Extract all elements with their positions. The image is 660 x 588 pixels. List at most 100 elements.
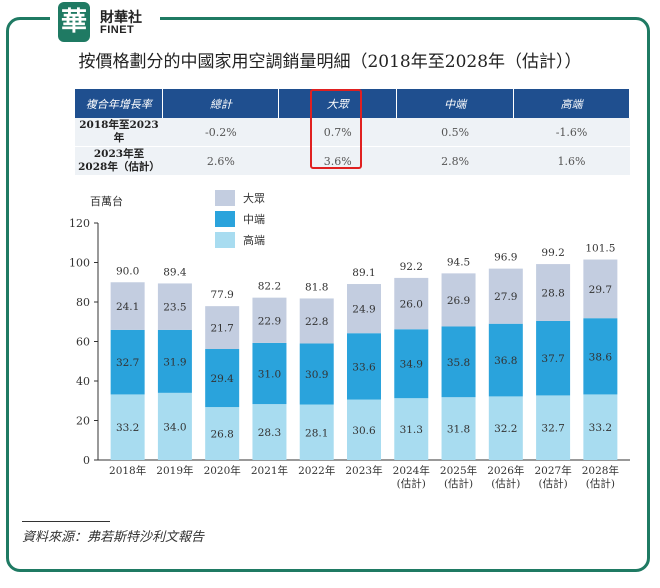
y-axis-label: 百萬台 [90, 194, 123, 208]
bar-segment-大眾 [157, 283, 192, 330]
data-label: 22.9 [258, 315, 281, 327]
x-tick-label: (估計) [444, 477, 473, 490]
y-tick-label: 120 [69, 217, 90, 230]
data-label: 37.7 [541, 353, 564, 365]
table-header: 複合年增長率 [75, 89, 164, 118]
frame [6, 17, 650, 572]
table-row: 2018年至2023年 -0.2% 0.7% 0.5% -1.6% [75, 118, 630, 147]
bar-segment-中端 [583, 318, 618, 395]
table-header: 總計 [162, 89, 280, 118]
data-label: 22.8 [305, 316, 328, 328]
table-cell: 1.6% [513, 146, 630, 176]
source-divider [22, 521, 110, 522]
total-label: 81.8 [305, 281, 328, 293]
data-label: 35.8 [447, 357, 470, 369]
total-label: 101.5 [585, 243, 615, 255]
x-tick-label: 2023年 [345, 464, 382, 477]
table-row: 2023年至 2028年（估計） 2.6% 3.6% 2.8% 1.6% [75, 146, 630, 176]
y-tick-label: 40 [76, 375, 90, 388]
table-cell: 0.7% [278, 118, 397, 147]
bar-segment-中端 [488, 323, 523, 397]
total-label: 90.0 [116, 265, 139, 277]
x-tick-label: (估計) [538, 477, 567, 490]
x-tick-label: (估計) [586, 477, 615, 490]
x-tick-label: (估計) [491, 477, 520, 490]
data-label: 26.9 [447, 295, 470, 307]
data-label: 28.1 [305, 427, 328, 439]
total-label: 99.2 [541, 247, 564, 259]
highlight-box [310, 89, 362, 169]
data-label: 33.6 [352, 361, 376, 373]
data-label: 21.7 [210, 323, 233, 335]
total-label: 89.1 [352, 267, 375, 279]
x-tick-label: 2020年 [204, 464, 241, 477]
table-header: 高端 [513, 89, 630, 118]
total-label: 89.4 [163, 266, 187, 278]
bar-segment-大眾 [583, 259, 618, 319]
data-label: 34.0 [163, 421, 186, 433]
bar-segment-高端 [157, 392, 192, 460]
data-label: 28.8 [541, 288, 564, 300]
cagr-table: 複合年增長率 總計 大眾 中端 高端 2018年至2023年 -0.2% 0.7… [75, 89, 630, 176]
bar-segment-高端 [110, 394, 145, 460]
x-tick-label: 2018年 [109, 464, 146, 477]
table-cell: 0.5% [396, 118, 514, 147]
x-tick-label: 2026年 [487, 464, 524, 477]
bar-segment-中端 [347, 333, 381, 400]
y-tick-label: 20 [76, 415, 90, 428]
y-tick-label: 80 [76, 296, 90, 309]
total-label: 96.9 [494, 252, 517, 264]
legend-label: 高端 [243, 233, 265, 247]
data-label: 26.0 [400, 299, 423, 311]
bar-segment-大眾 [347, 284, 381, 334]
table-header: 大眾 [278, 89, 398, 118]
legend-label: 中端 [243, 213, 265, 226]
y-tick-label: 0 [83, 454, 90, 467]
data-label: 34.9 [400, 359, 423, 371]
bar-segment-大眾 [488, 268, 523, 324]
data-label: 31.8 [447, 424, 470, 436]
bar-segment-大眾 [252, 297, 287, 343]
bar-segment-高端 [536, 395, 571, 460]
y-tick-label: 100 [69, 257, 90, 270]
finet-logo: 華 [58, 2, 90, 42]
data-label: 36.8 [494, 355, 517, 367]
data-label: 30.6 [352, 425, 376, 437]
x-tick-label: 2027年 [534, 464, 571, 477]
data-label: 24.9 [352, 304, 375, 316]
x-tick-label: 2021年 [251, 464, 288, 477]
legend-swatch [215, 211, 235, 227]
legend-swatch [215, 232, 235, 248]
bar-segment-大眾 [205, 306, 240, 350]
x-tick-label: 2025年 [440, 464, 477, 477]
data-label: 31.9 [163, 356, 186, 368]
data-label: 24.1 [116, 301, 139, 313]
total-label: 94.5 [447, 256, 470, 268]
legend-swatch [215, 190, 235, 206]
data-label: 32.2 [494, 423, 517, 435]
table-cell: -0.2% [162, 118, 279, 147]
bar-segment-高端 [394, 398, 429, 460]
data-label: 29.7 [589, 284, 612, 296]
legend-label: 大眾 [243, 191, 265, 205]
bar-segment-中端 [536, 320, 571, 396]
data-label: 31.0 [258, 368, 281, 380]
data-label: 26.8 [210, 429, 233, 441]
data-label: 33.2 [589, 422, 612, 434]
data-label: 29.4 [210, 373, 234, 385]
bar-segment-大眾 [299, 298, 334, 344]
data-label: 30.9 [305, 369, 328, 381]
bar-segment-高端 [347, 399, 381, 460]
bar-segment-中端 [205, 349, 240, 408]
bar-segment-高端 [441, 397, 476, 460]
row-label: 2023年至 2028年（估計） [75, 146, 163, 176]
bar-segment-大眾 [441, 273, 476, 327]
x-tick-label: 2022年 [298, 464, 335, 477]
x-tick-label: 2024年 [393, 464, 430, 477]
bar-segment-中端 [157, 329, 192, 393]
bar-segment-中端 [299, 343, 334, 405]
data-label: 27.9 [494, 291, 517, 303]
table-cell: -1.6% [513, 118, 630, 147]
data-label: 38.6 [589, 351, 613, 363]
